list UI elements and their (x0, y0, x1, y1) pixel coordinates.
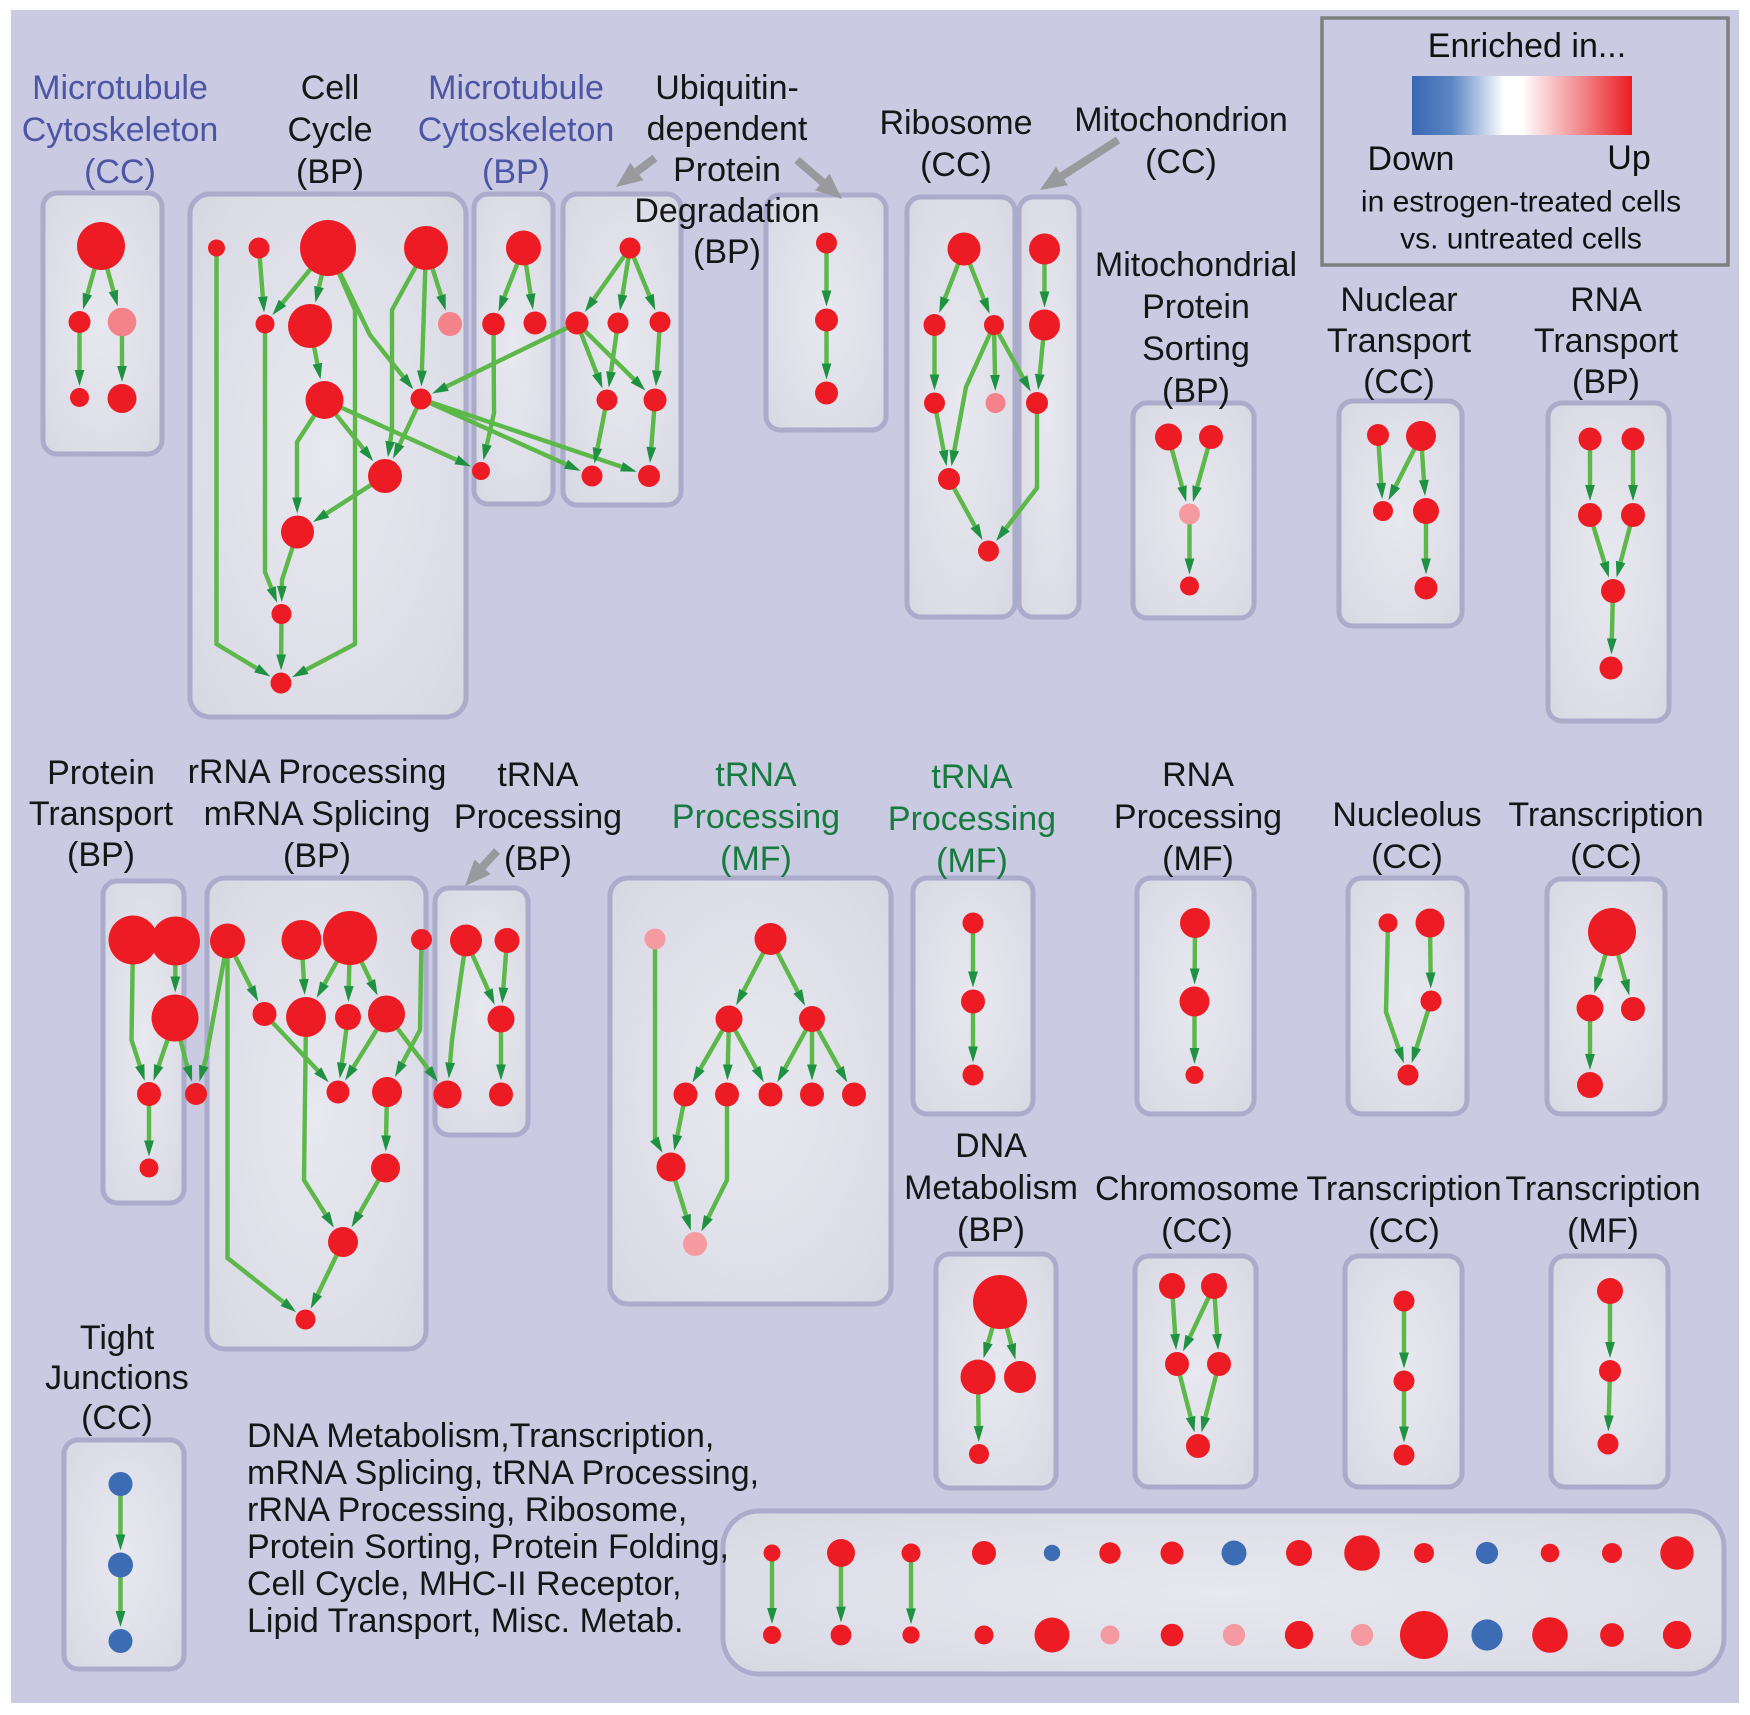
svg-text:Transcription: Transcription (1505, 1170, 1700, 1208)
svg-text:Cytoskeleton: Cytoskeleton (22, 111, 219, 149)
svg-text:in estrogen-treated cells: in estrogen-treated cells (1361, 186, 1681, 219)
svg-text:Cytoskeleton: Cytoskeleton (418, 111, 615, 149)
svg-text:tRNA: tRNA (931, 758, 1013, 796)
svg-text:(BP): (BP) (504, 840, 572, 878)
svg-text:Transcription: Transcription (1508, 796, 1703, 834)
svg-text:(CC): (CC) (1145, 143, 1217, 181)
svg-text:Processing: Processing (454, 798, 622, 836)
svg-text:(BP): (BP) (67, 836, 135, 874)
svg-text:Transport: Transport (29, 795, 174, 833)
svg-text:Protein: Protein (47, 754, 155, 792)
svg-text:Mitochondrial: Mitochondrial (1095, 246, 1297, 284)
svg-text:(CC): (CC) (84, 153, 156, 191)
svg-text:Nucleolus: Nucleolus (1332, 796, 1481, 834)
svg-text:Protein: Protein (673, 151, 781, 189)
svg-text:Protein: Protein (1142, 288, 1250, 326)
svg-text:Lipid Transport, Misc. Metab.: Lipid Transport, Misc. Metab. (247, 1602, 684, 1640)
svg-text:Metabolism: Metabolism (904, 1169, 1078, 1207)
svg-text:Chromosome: Chromosome (1095, 1170, 1299, 1208)
svg-text:Cycle: Cycle (287, 111, 372, 149)
svg-text:Up: Up (1607, 139, 1650, 177)
svg-text:(BP): (BP) (1162, 372, 1230, 410)
svg-text:Transcription: Transcription (1306, 1170, 1501, 1208)
svg-text:(BP): (BP) (1572, 363, 1640, 401)
svg-text:Processing: Processing (1114, 798, 1282, 836)
svg-text:(BP): (BP) (296, 153, 364, 191)
svg-text:tRNA: tRNA (715, 756, 797, 794)
svg-text:(CC): (CC) (1368, 1212, 1440, 1250)
svg-text:(BP): (BP) (693, 233, 761, 271)
svg-text:Processing: Processing (672, 798, 840, 836)
svg-text:(MF): (MF) (720, 840, 792, 878)
svg-text:DNA Metabolism,Transcription,: DNA Metabolism,Transcription, (247, 1417, 714, 1455)
svg-text:Nuclear: Nuclear (1340, 281, 1457, 319)
svg-text:Ribosome: Ribosome (879, 104, 1032, 142)
svg-text:Cell: Cell (301, 69, 360, 107)
svg-text:(MF): (MF) (1162, 840, 1234, 878)
svg-text:mRNA Splicing: mRNA Splicing (204, 795, 431, 833)
svg-text:(MF): (MF) (936, 842, 1008, 880)
svg-text:(CC): (CC) (1371, 838, 1443, 876)
svg-text:Junctions: Junctions (45, 1359, 189, 1397)
svg-text:Sorting: Sorting (1142, 330, 1250, 368)
svg-text:(CC): (CC) (1363, 363, 1435, 401)
svg-text:rRNA Processing: rRNA Processing (188, 753, 447, 791)
svg-text:Transport: Transport (1534, 322, 1679, 360)
svg-text:Mitochondrion: Mitochondrion (1074, 101, 1288, 139)
svg-text:vs. untreated cells: vs. untreated cells (1400, 223, 1642, 256)
svg-text:Transport: Transport (1327, 322, 1472, 360)
svg-text:(CC): (CC) (81, 1399, 153, 1437)
svg-text:(CC): (CC) (920, 146, 992, 184)
svg-text:Microtubule: Microtubule (428, 69, 604, 107)
svg-text:Cell Cycle, MHC-II Receptor,: Cell Cycle, MHC-II Receptor, (247, 1565, 682, 1603)
svg-text:(CC): (CC) (1161, 1212, 1233, 1250)
svg-text:(BP): (BP) (482, 153, 550, 191)
svg-text:dependent: dependent (647, 110, 808, 148)
svg-text:Ubiquitin-: Ubiquitin- (655, 69, 799, 107)
svg-text:Processing: Processing (888, 800, 1056, 838)
svg-text:(CC): (CC) (1570, 838, 1642, 876)
svg-text:(MF): (MF) (1567, 1212, 1639, 1250)
svg-text:Protein Sorting, Protein Foldi: Protein Sorting, Protein Folding, (247, 1528, 729, 1566)
svg-text:tRNA: tRNA (497, 756, 579, 794)
svg-text:rRNA Processing, Ribosome,: rRNA Processing, Ribosome, (247, 1491, 687, 1529)
svg-text:DNA: DNA (955, 1127, 1027, 1165)
svg-text:RNA: RNA (1570, 281, 1642, 319)
svg-text:(BP): (BP) (957, 1211, 1025, 1249)
svg-text:(BP): (BP) (283, 837, 351, 875)
svg-text:mRNA Splicing, tRNA Processing: mRNA Splicing, tRNA Processing, (247, 1454, 759, 1492)
svg-text:Microtubule: Microtubule (32, 69, 208, 107)
svg-text:Enriched in...: Enriched in... (1428, 27, 1626, 65)
svg-text:RNA: RNA (1162, 756, 1234, 794)
svg-text:Down: Down (1368, 140, 1455, 178)
svg-text:Degradation: Degradation (634, 192, 819, 230)
svg-text:Tight: Tight (80, 1319, 155, 1357)
